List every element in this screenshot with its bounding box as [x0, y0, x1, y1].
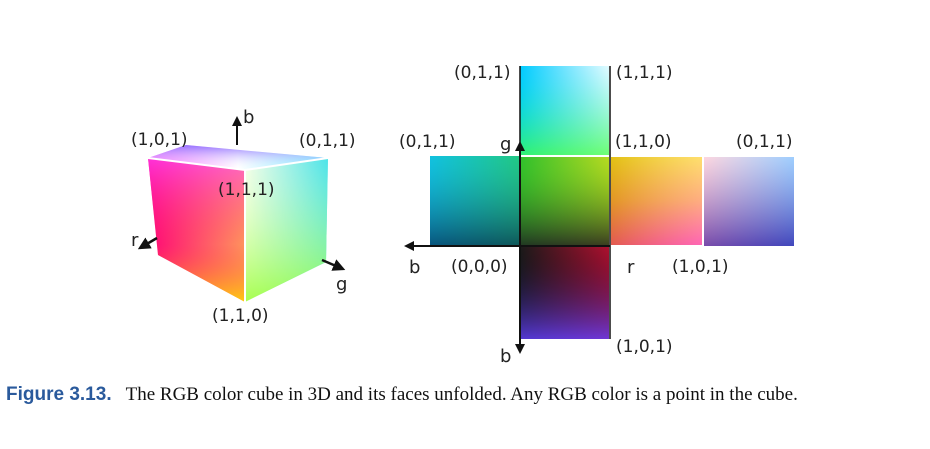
axis-g-label: g: [336, 274, 347, 295]
face-left-shade: [430, 156, 520, 246]
unfolded-label-left-top: (0,1,1): [399, 132, 456, 152]
face-center-shade: [520, 156, 610, 246]
cube-right-face-shade: [245, 158, 328, 302]
unfolded-label-r-right: (1,0,1): [672, 257, 729, 277]
unfolded-axis-b-down-label: b: [500, 346, 511, 367]
cube-label-1-1-0: (1,1,0): [212, 306, 269, 326]
cube-label-1-0-1: (1,0,1): [131, 130, 188, 150]
unfolded-label-top-right: (1,1,1): [616, 63, 673, 83]
cube-label-1-1-1: (1,1,1): [218, 180, 275, 200]
figure-canvas: b r g (1,0,1) (0,1,1) (1,1,1) (1,1,0): [131, 63, 794, 367]
axis-r-arrow: [137, 236, 158, 250]
unfolded-label-origin: (0,0,0): [451, 257, 508, 277]
unfolded-label-bottom-right: (1,0,1): [616, 337, 673, 357]
axis-r-label: r: [131, 230, 139, 251]
axis-b-label: b: [243, 107, 254, 128]
cube-left-face-shade: [148, 158, 245, 302]
face-right-1-shade: [610, 156, 703, 246]
unfolded-label-top-left: (0,1,1): [454, 63, 511, 83]
caption-text: The RGB color cube in 3D and its faces u…: [125, 384, 798, 405]
figure-number: Figure 3.13.: [6, 384, 112, 405]
unfolded-axis-b-left-label: b: [409, 257, 420, 278]
unfolded-axis-r-label: r: [627, 257, 635, 278]
unfolded-label-far-right-top: (0,1,1): [736, 132, 793, 152]
rgb-cube-3d: b r g (1,0,1) (0,1,1) (1,1,1) (1,1,0): [131, 107, 356, 326]
axis-g-arrow: [321, 258, 346, 271]
face-right-2-shade: [703, 156, 794, 246]
unfolded-axis-g-label: g: [500, 134, 511, 155]
figure-caption: Figure 3.13. The RGB color cube in 3D and…: [6, 384, 924, 406]
cube-label-0-1-1: (0,1,1): [299, 131, 356, 151]
face-bottom-shade: [520, 246, 610, 339]
unfolded-label-center-top-right: (1,1,0): [615, 132, 672, 152]
rgb-cube-unfolded: (0,1,1) (1,1,1) (0,1,1) g (1,1,0) (0,1,1…: [399, 63, 794, 367]
face-top-shade: [520, 66, 610, 156]
